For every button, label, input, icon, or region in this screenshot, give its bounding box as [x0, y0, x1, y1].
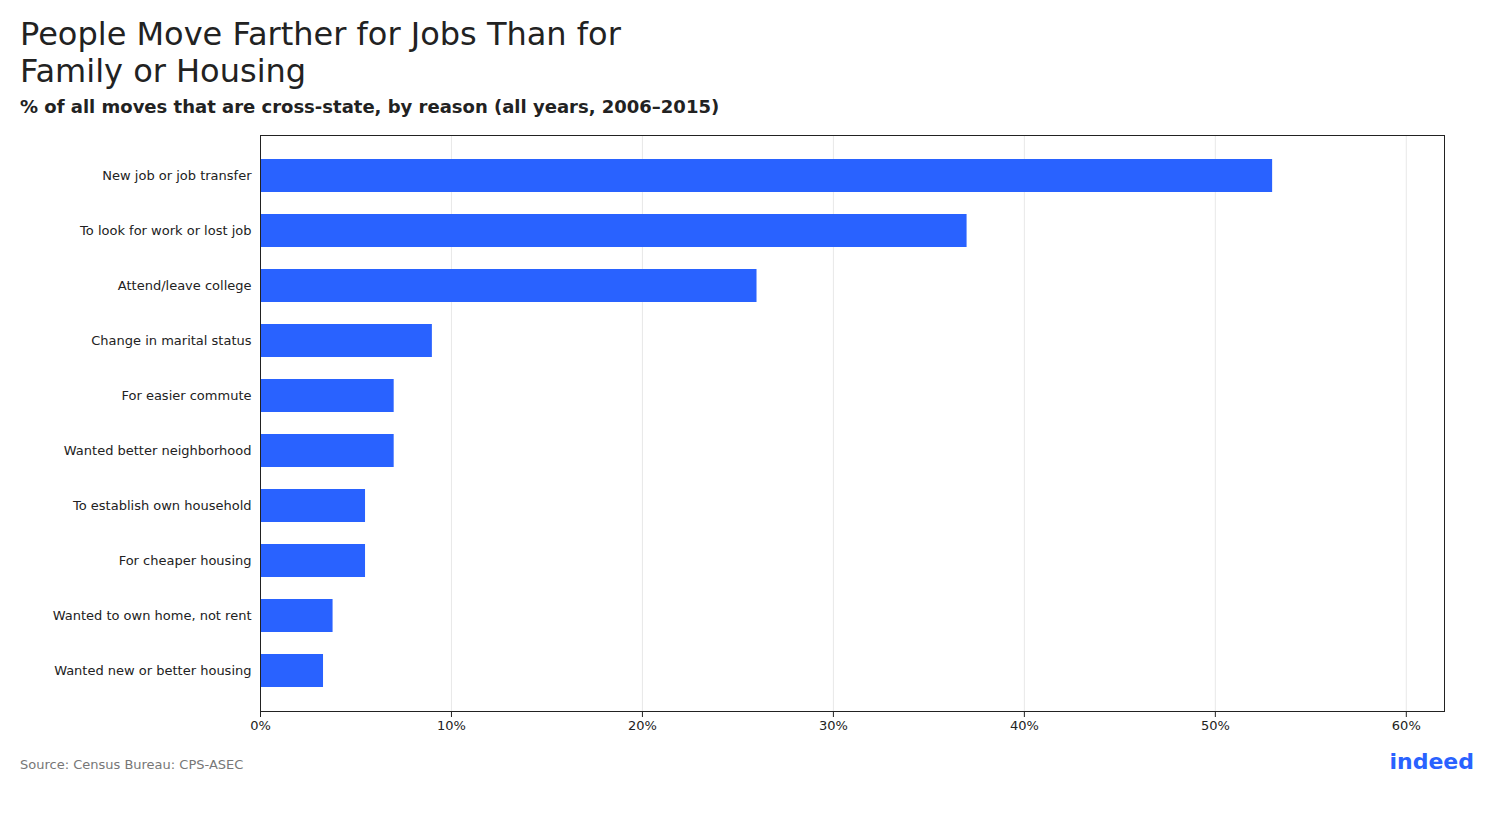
svg-text:50%: 50%	[1201, 717, 1230, 732]
svg-text:10%: 10%	[437, 717, 466, 732]
svg-text:0%: 0%	[250, 717, 271, 732]
html-text:% of all moves that are cross-: % of all moves that are cross-state, by …	[20, 95, 720, 117]
svg-text:Wanted better neighborhood: Wanted better neighborhood	[64, 443, 252, 458]
svg-text:To establish own household: To establish own household	[72, 498, 252, 513]
svg-text:To look for work or lost job: To look for work or lost job	[79, 223, 251, 238]
html-text:indeed: indeed	[1389, 748, 1474, 774]
svg-text:New job or job transfer: New job or job transfer	[102, 168, 252, 183]
svg-text:For easier commute: For easier commute	[121, 388, 251, 403]
html-text:Source: Census Bureau: CPS-ASE: Source: Census Bureau: CPS-ASEC	[20, 756, 244, 772]
svg-text:Change in marital status: Change in marital status	[91, 333, 251, 348]
svg-text:20%: 20%	[628, 717, 657, 732]
svg-text:Wanted to own home, not rent: Wanted to own home, not rent	[53, 608, 252, 623]
svg-text:For cheaper housing: For cheaper housing	[119, 553, 252, 568]
svg-text:40%: 40%	[1010, 717, 1039, 732]
svg-text:Wanted new or better housing: Wanted new or better housing	[54, 663, 251, 678]
svg-text:Attend/leave college: Attend/leave college	[118, 278, 252, 293]
svg-text:30%: 30%	[819, 717, 848, 732]
svg-text:60%: 60%	[1392, 717, 1421, 732]
html-text:People Move Farther for Jobs T: People Move Farther for Jobs Than for Fa…	[20, 15, 621, 90]
